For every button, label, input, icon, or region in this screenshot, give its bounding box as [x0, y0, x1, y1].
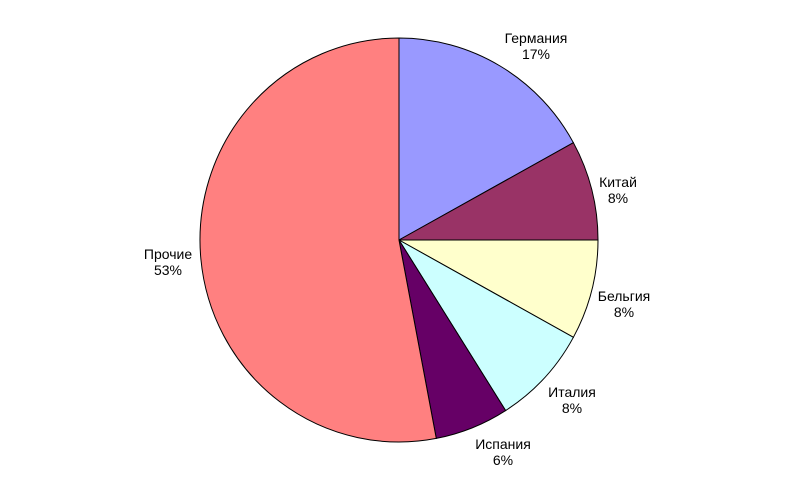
slice-label-percent: 6% — [492, 452, 514, 468]
slice-label-1: Германия 17% — [505, 30, 568, 62]
pie-slice-1 — [398, 37, 575, 241]
slice-label-4: Италия 8% — [548, 384, 596, 416]
slice-label-name: Китай — [599, 174, 637, 190]
slice-label-name: Италия — [548, 384, 596, 400]
slice-label-name: Испания — [475, 436, 531, 452]
slice-label-percent: 53% — [153, 262, 183, 278]
slice-label-percent: 17% — [521, 46, 551, 62]
slice-label-name: Германия — [504, 30, 568, 46]
slice-label-2: Китай 8% — [599, 174, 637, 206]
slice-label-6: Прочие 53% — [144, 246, 192, 278]
slice-label-percent: 8% — [607, 190, 629, 206]
slice-label-3: Бельгия 8% — [598, 288, 650, 320]
pie-slice-2 — [397, 142, 599, 241]
pie-slice-3 — [397, 239, 599, 338]
pie-slice-6 — [199, 37, 437, 443]
slice-label-percent: 8% — [561, 400, 583, 416]
slice-label-percent: 8% — [613, 304, 635, 320]
slice-label-5: Испания 6% — [475, 436, 531, 468]
slice-label-name: Бельгия — [597, 288, 651, 304]
slice-label-name: Прочие — [143, 246, 193, 262]
pie-slice-4 — [398, 239, 575, 412]
